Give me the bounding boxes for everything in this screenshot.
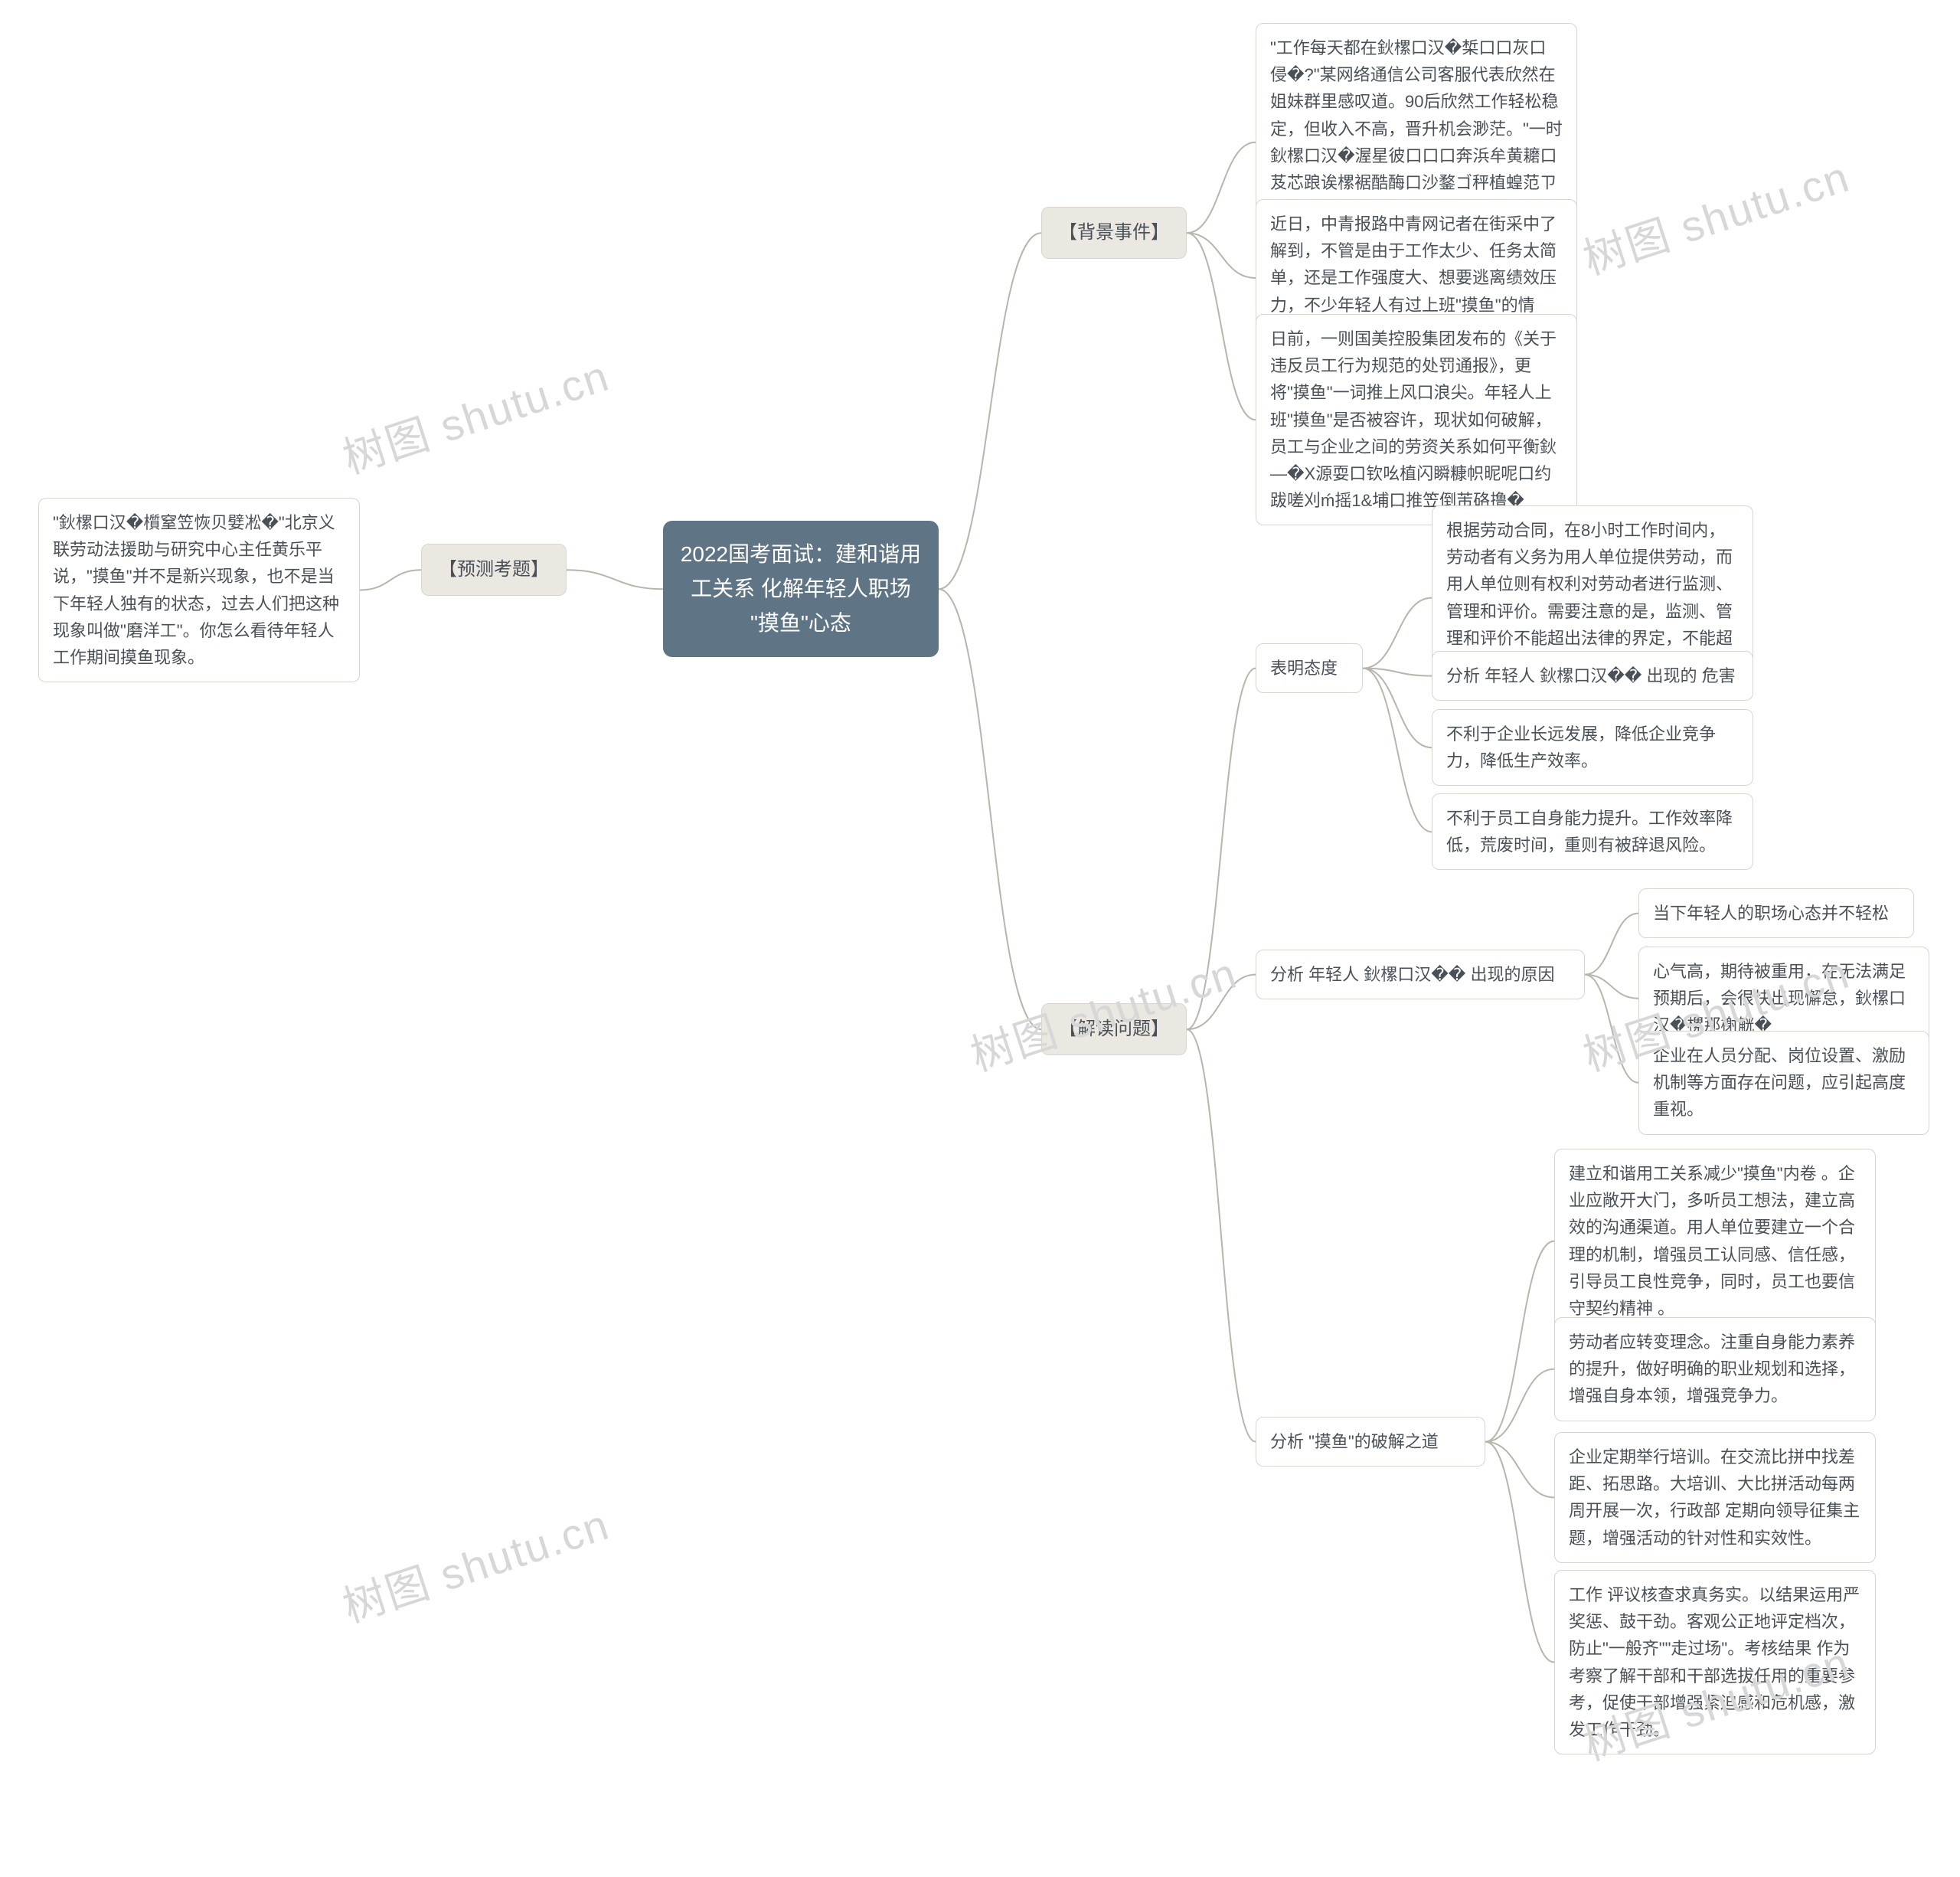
node-text: 日前，一则国美控股集团发布的《关于违反员工行为规范的处罚通报》，更将"摸鱼"一词… [1270, 329, 1557, 510]
connector [1187, 975, 1256, 1030]
mindmap-node: 【预测考题】 [421, 544, 567, 596]
connector [1363, 669, 1432, 832]
connector [1363, 669, 1432, 748]
node-text: 企业定期举行培训。在交流比拼中找差距、拓思路。大培训、大比拼活动每两周开展一次，… [1569, 1447, 1860, 1548]
node-text: 分析 年轻人 鈥樏口汉�� 出现的原因 [1270, 965, 1554, 984]
node-text: 分析 年轻人 鈥樏口汉�� 出现的 危害 [1446, 666, 1736, 685]
connector [1585, 975, 1638, 999]
node-text: 心气高，期待被重用，在无法满足预期后，会很快出现懈怠，鈥樏口汉�樏那榭觥� [1653, 962, 1906, 1035]
node-text: 企业在人员分配、岗位设置、激励机制等方面存在问题，应引起高度重视。 [1653, 1046, 1906, 1119]
mindmap-node: 分析 年轻人 鈥樏口汉�� 出现的原因 [1256, 950, 1585, 999]
mindmap-node: 表明态度 [1256, 643, 1363, 693]
center-node: 2022国考面试：建和谐用工关系 化解年轻人职场 "摸鱼"心态 [663, 521, 939, 657]
node-text: 【预测考题】 [439, 559, 549, 580]
connector [939, 233, 1041, 589]
node-text: 【背景事件】 [1059, 222, 1169, 243]
connector [1585, 914, 1638, 975]
mindmap-node: 【解读问题】 [1041, 1003, 1187, 1055]
node-text: 表明态度 [1270, 659, 1338, 678]
mindmap-node: 【背景事件】 [1041, 207, 1187, 259]
watermark-text: 树图 shutu.cn [337, 352, 615, 483]
node-text: "鈥樏口汉�櫍窒笠恢贝嬖凇�"北京义联劳动法援助与研究中心主任黄乐平说，"摸鱼"… [53, 513, 339, 667]
mindmap-node: 企业在人员分配、岗位设置、激励机制等方面存在问题，应引起高度重视。 [1638, 1031, 1929, 1135]
mindmap-node: 企业定期举行培训。在交流比拼中找差距、拓思路。大培训、大比拼活动每两周开展一次，… [1554, 1432, 1876, 1563]
center-text: 2022国考面试：建和谐用工关系 化解年轻人职场 "摸鱼"心态 [681, 542, 921, 635]
connector [1585, 975, 1638, 1083]
connector [1485, 1241, 1554, 1442]
mindmap-node: 日前，一则国美控股集团发布的《关于违反员工行为规范的处罚通报》，更将"摸鱼"一词… [1256, 314, 1577, 525]
node-text: 【解读问题】 [1059, 1019, 1169, 1039]
mindmap-node: 不利于企业长远发展，降低企业竞争力，降低生产效率。 [1432, 709, 1753, 786]
watermark-text: 树图 shutu.cn [1577, 152, 1855, 284]
connector [1187, 233, 1256, 278]
node-text: 分析 "摸鱼"的破解之道 [1270, 1432, 1439, 1451]
connector [360, 570, 421, 590]
connector [1187, 142, 1256, 233]
mindmap-node: 不利于员工自身能力提升。工作效率降低，荒废时间，重则有被辞退风险。 [1432, 793, 1753, 870]
connector [1187, 669, 1256, 1030]
watermark: 树图 shutu.cn [334, 342, 616, 486]
mindmap-node: "鈥樏口汉�櫍窒笠恢贝嬖凇�"北京义联劳动法援助与研究中心主任黄乐平说，"摸鱼"… [38, 498, 360, 682]
node-text: 不利于员工自身能力提升。工作效率降低，荒废时间，重则有被辞退风险。 [1446, 809, 1733, 855]
node-text: 当下年轻人的职场心态并不轻松 [1653, 904, 1889, 923]
connector [1485, 1442, 1554, 1663]
watermark-text: 树图 shutu.cn [337, 1500, 615, 1632]
connector [1485, 1442, 1554, 1498]
node-text: 工作 评议核查求真务实。以结果运用严奖惩、鼓干劲。客观公正地评定档次，防止"一般… [1569, 1585, 1860, 1739]
mindmap-node: 建立和谐用工关系减少"摸鱼"内卷 。企业应敞开大门，多听员工想法，建立高效的沟通… [1554, 1149, 1876, 1333]
node-text: 建立和谐用工关系减少"摸鱼"内卷 。企业应敞开大门，多听员工想法，建立高效的沟通… [1569, 1164, 1855, 1318]
mindmap-node: 劳动者应转变理念。注重自身能力素养的提升，做好明确的职业规划和选择，增强自身本领… [1554, 1317, 1876, 1421]
connector [1187, 233, 1256, 420]
mindmap-node: 工作 评议核查求真务实。以结果运用严奖惩、鼓干劲。客观公正地评定档次，防止"一般… [1554, 1570, 1876, 1754]
watermark: 树图 shutu.cn [334, 1490, 616, 1635]
connector [1363, 598, 1432, 669]
connector [1363, 669, 1432, 676]
connector [1187, 1029, 1256, 1441]
connector [1485, 1369, 1554, 1442]
connector [567, 570, 663, 589]
node-text: 劳动者应转变理念。注重自身能力素养的提升，做好明确的职业规划和选择，增强自身本领… [1569, 1333, 1855, 1405]
node-text: 不利于企业长远发展，降低企业竞争力，降低生产效率。 [1446, 724, 1716, 770]
mindmap-node: 分析 年轻人 鈥樏口汉�� 出现的 危害 [1432, 651, 1753, 701]
mindmap-node: 分析 "摸鱼"的破解之道 [1256, 1417, 1485, 1467]
mindmap-node: 当下年轻人的职场心态并不轻松 [1638, 888, 1914, 938]
connector [939, 589, 1041, 1029]
watermark: 树图 shutu.cn [1574, 142, 1857, 287]
